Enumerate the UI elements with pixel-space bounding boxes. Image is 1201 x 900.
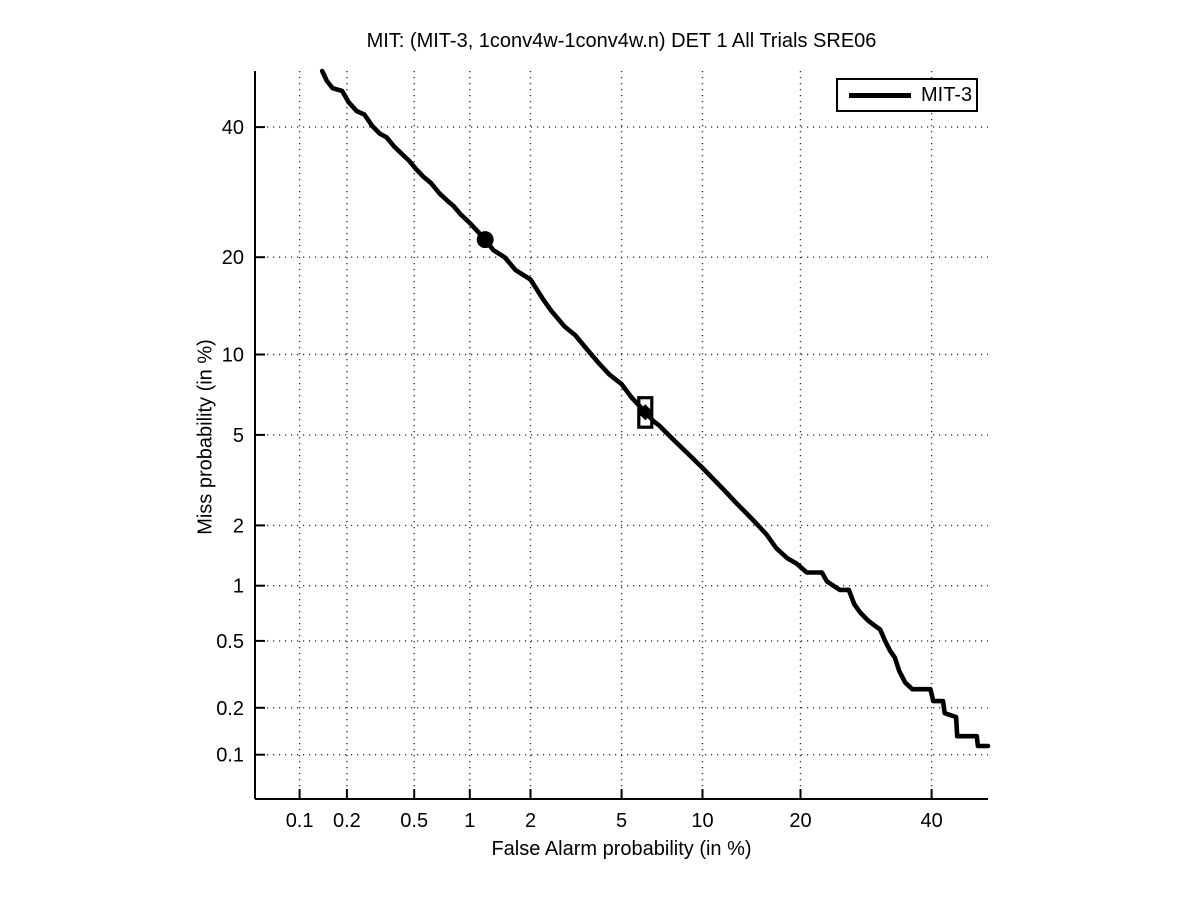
- y-tick-label: 10: [222, 345, 244, 367]
- det-curve: [319, 68, 991, 749]
- operating-point-diamond-marker: [637, 404, 654, 421]
- y-tick-label: 0.1: [216, 745, 244, 767]
- x-tick-label: 1: [464, 810, 475, 832]
- x-tick-label: 0.2: [333, 810, 361, 832]
- x-tick-label: 40: [920, 810, 942, 832]
- x-tick-label: 2: [525, 810, 536, 832]
- legend: MIT-3: [836, 78, 978, 112]
- legend-line-sample: [849, 92, 911, 98]
- y-axis-ticks: 0.1 0.2 0.5 1 2 5 10 20 40: [216, 117, 265, 767]
- y-axis-label: Miss probability (in %): [194, 339, 217, 535]
- y-tick-label: 0.2: [216, 698, 244, 720]
- x-tick-label: 0.1: [286, 810, 314, 832]
- x-tick-label: 5: [616, 810, 627, 832]
- y-tick-label: 2: [233, 515, 244, 537]
- x-axis-ticks: 0.1 0.2 0.5 1 2 5 10 20 40: [286, 789, 943, 832]
- y-tick-label: 1: [233, 576, 244, 598]
- x-tick-label: 0.5: [400, 810, 428, 832]
- plot-title: MIT: (MIT-3, 1conv4w-1conv4w.n) DET 1 Al…: [366, 30, 877, 52]
- y-tick-label: 5: [233, 425, 244, 447]
- x-tick-label: 20: [789, 810, 811, 832]
- grid: [255, 71, 988, 799]
- y-tick-label: 40: [222, 117, 244, 139]
- operating-point-circle-marker: [476, 231, 494, 249]
- x-axis-label: False Alarm probability (in %): [491, 838, 752, 860]
- x-tick-label: 10: [691, 810, 713, 832]
- y-tick-label: 20: [222, 247, 244, 269]
- y-tick-label: 0.5: [216, 631, 244, 653]
- legend-label: MIT-3: [921, 83, 973, 106]
